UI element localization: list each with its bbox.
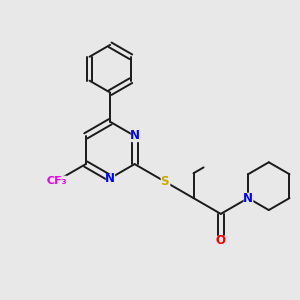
Text: CF₃: CF₃ — [47, 176, 67, 186]
Bar — [161, 177, 169, 186]
Text: S: S — [160, 175, 169, 188]
Text: O: O — [216, 234, 226, 247]
Text: N: N — [130, 129, 140, 142]
Text: N: N — [243, 192, 253, 205]
Bar — [161, 177, 169, 186]
Bar — [48, 176, 66, 185]
Bar — [244, 194, 252, 203]
Text: N: N — [105, 172, 115, 185]
Bar — [244, 194, 252, 203]
Bar — [106, 174, 114, 183]
Bar — [131, 131, 138, 140]
Text: S: S — [160, 175, 169, 188]
Bar — [217, 236, 225, 245]
Bar — [48, 176, 66, 185]
Text: CF₃: CF₃ — [47, 176, 67, 186]
Text: O: O — [216, 234, 226, 247]
Text: N: N — [243, 192, 253, 205]
Bar — [217, 236, 225, 245]
